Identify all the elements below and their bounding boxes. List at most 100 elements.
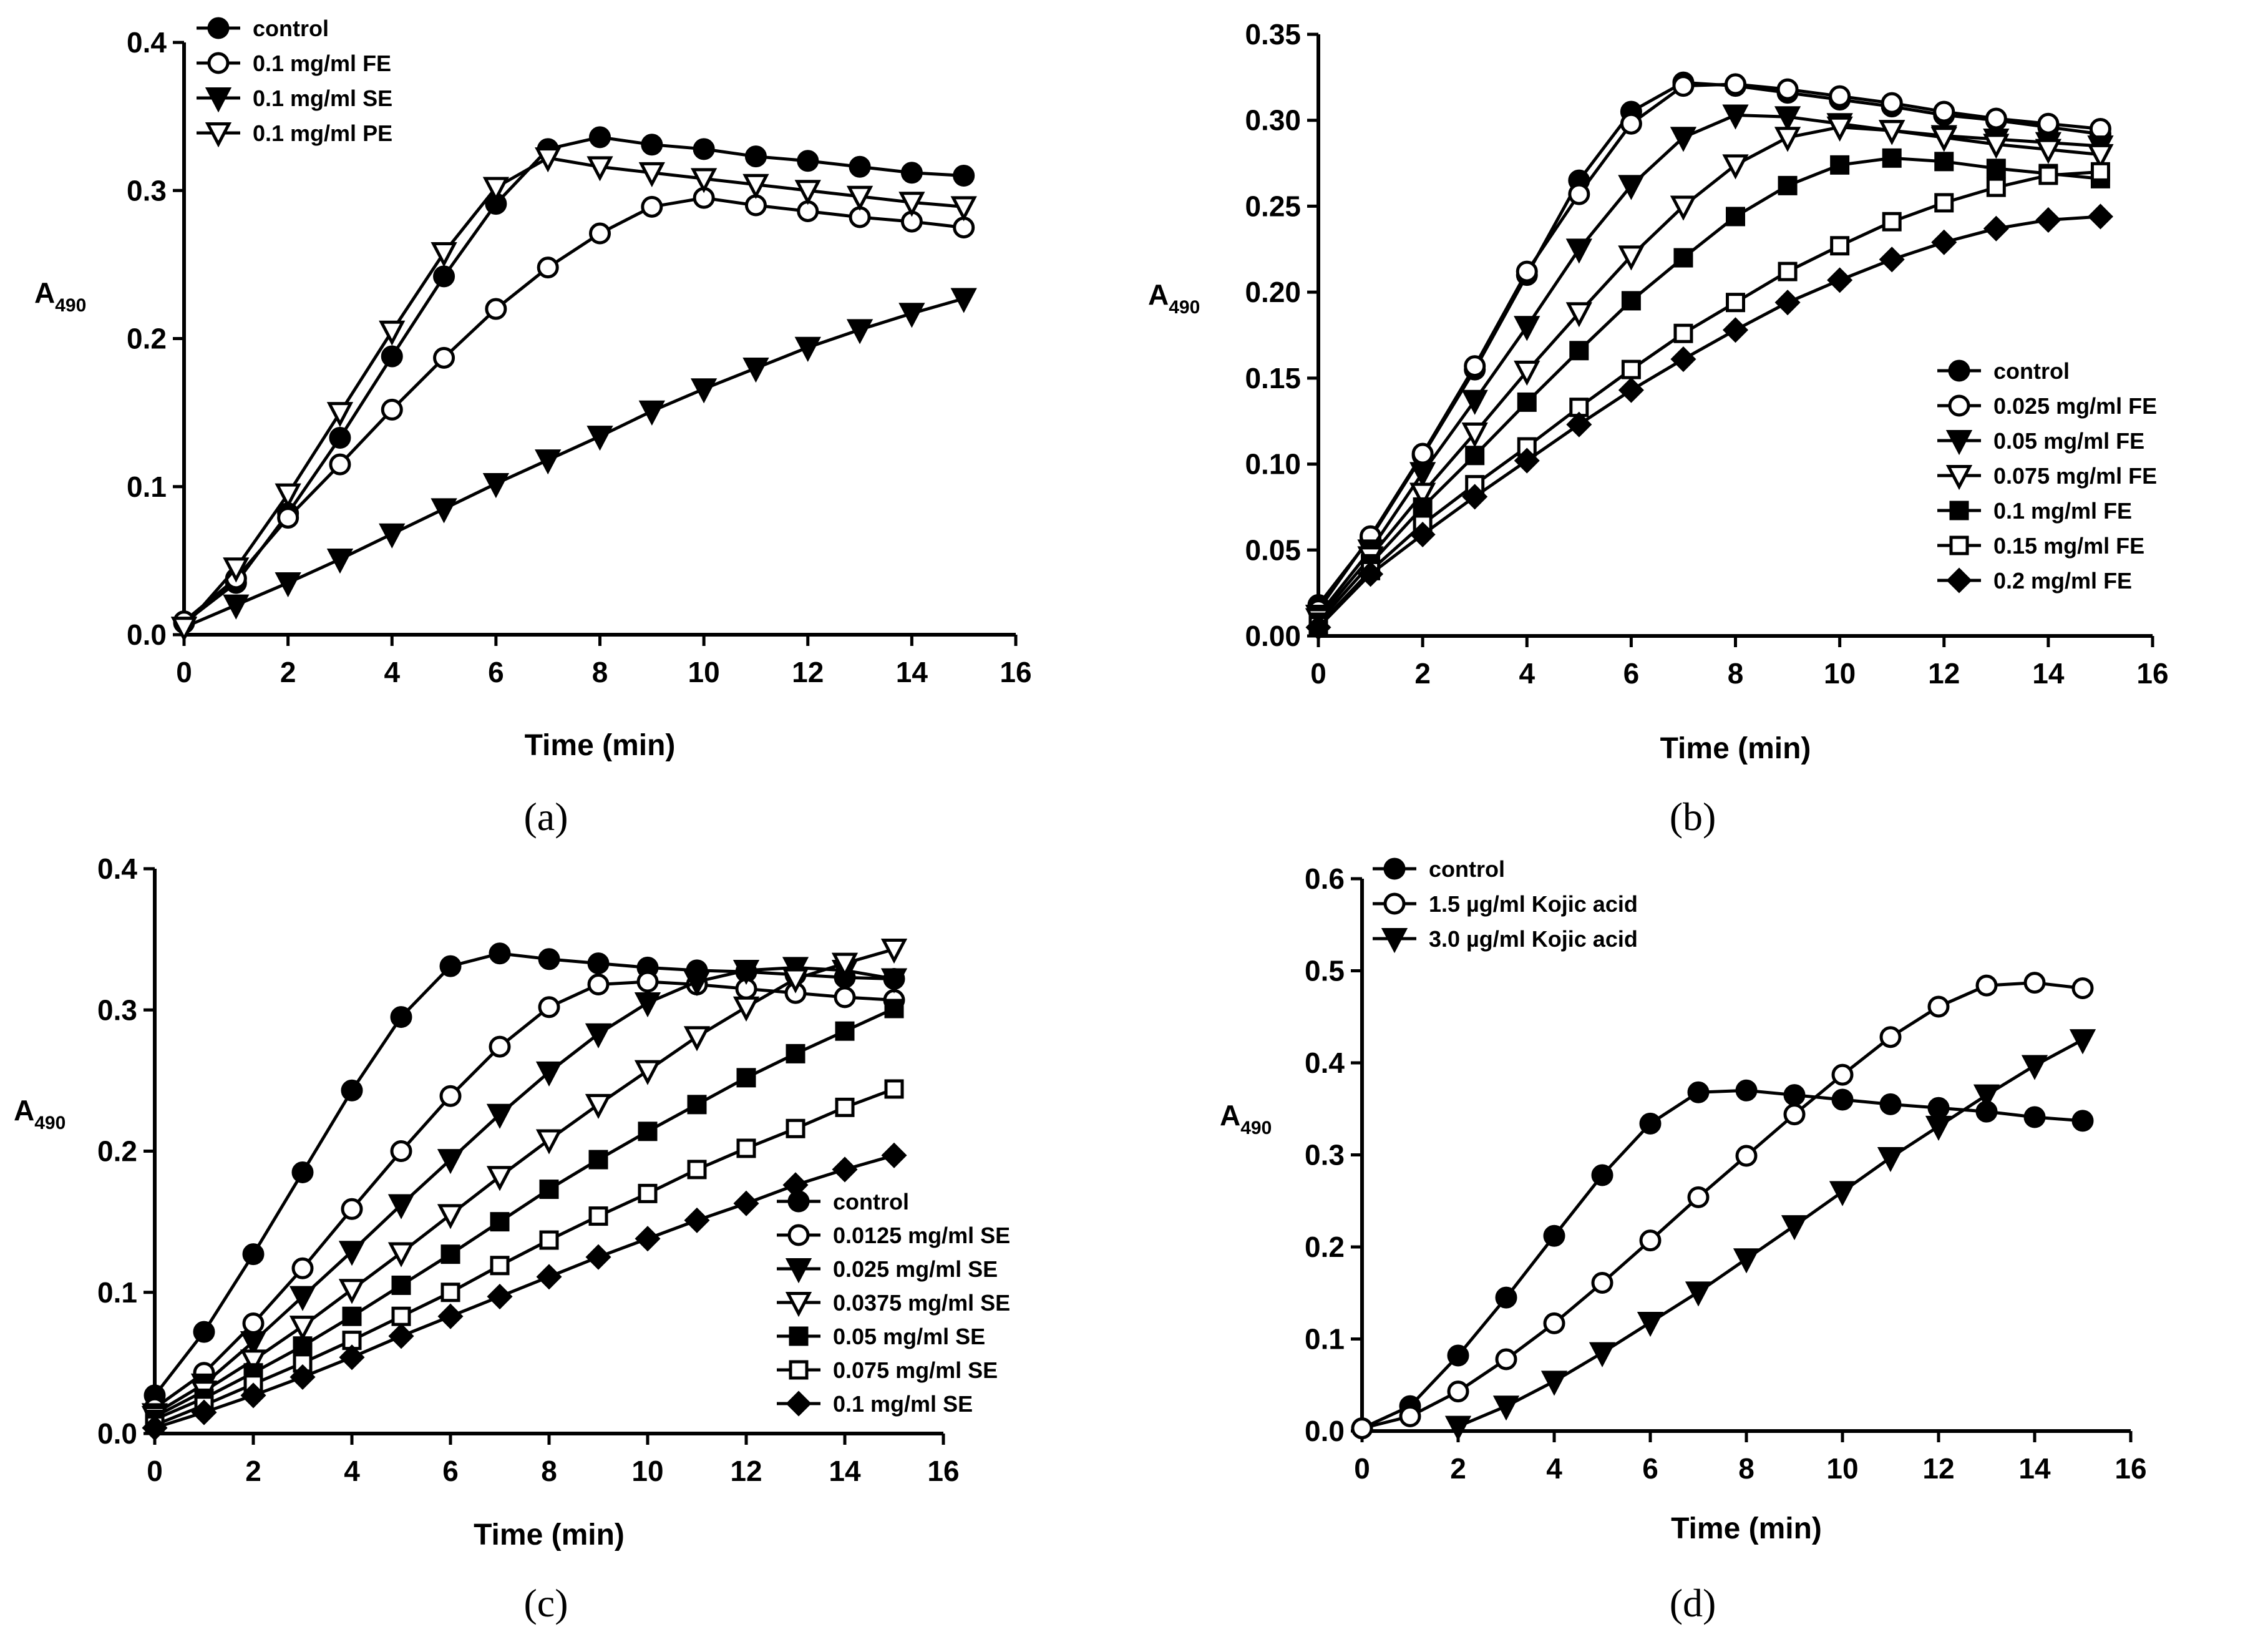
legend-marker — [1949, 501, 1969, 520]
data-point — [1637, 1312, 1664, 1337]
data-point — [1925, 1115, 1952, 1141]
series-6 — [1305, 203, 2113, 640]
legend-marker — [785, 1258, 812, 1284]
x-tick-label: 16 — [1000, 656, 1031, 688]
data-point — [329, 426, 351, 449]
data-point — [1881, 92, 1903, 114]
data-point — [390, 1006, 412, 1029]
data-point — [589, 126, 611, 149]
data-point — [1618, 175, 1645, 200]
data-point — [638, 1183, 658, 1203]
panel-label: (a) — [523, 794, 568, 839]
data-point — [1514, 316, 1540, 341]
series-5 — [1308, 162, 2110, 635]
data-point — [1722, 104, 1749, 130]
data-point — [1726, 207, 1745, 227]
data-point — [489, 942, 511, 965]
data-point — [1735, 1145, 1758, 1167]
data-point — [391, 1306, 411, 1326]
series-line — [1317, 170, 2101, 627]
data-point — [2035, 207, 2061, 233]
data-point — [880, 968, 908, 994]
data-point — [1826, 116, 1853, 142]
y-tick-label: 0.2 — [127, 323, 167, 355]
data-point — [687, 1095, 707, 1115]
data-point — [1735, 1079, 1758, 1102]
data-point — [587, 974, 610, 996]
data-point — [1882, 148, 1902, 168]
data-point — [293, 1336, 313, 1356]
x-tick-label: 2 — [1450, 1452, 1466, 1485]
data-point — [797, 150, 819, 172]
legend-marker — [787, 1190, 810, 1213]
data-point — [1882, 212, 1902, 232]
data-point — [588, 1150, 608, 1170]
data-point — [1973, 1084, 2000, 1110]
data-point — [585, 1093, 612, 1120]
series-line — [1317, 156, 2101, 623]
data-point — [742, 173, 769, 199]
data-point — [732, 959, 760, 985]
data-point — [1877, 1146, 1904, 1173]
data-point — [338, 1279, 366, 1304]
legend: control 0.1 mg/ml FE 0.1 mg/ml SE 0.1 mg/ml… — [197, 16, 392, 148]
series-line — [1361, 1088, 2083, 1430]
data-point — [387, 1242, 415, 1268]
series-4 — [1308, 148, 2110, 632]
x-tick-label: 16 — [2136, 657, 2168, 690]
legend-marker — [1383, 858, 1406, 880]
data-point — [1722, 317, 1749, 343]
data-point — [289, 1286, 316, 1311]
chart-panel-a: 0.0 0.1 0.2 0.3 0.4 0 2 4 6 8 10 12 14 16 Time (min) A4… — [34, 16, 1032, 839]
data-point — [1462, 484, 1488, 510]
data-point — [732, 996, 760, 1022]
x-axis-title: Time (min) — [1671, 1512, 1822, 1545]
y-tick-label: 0.0 — [97, 1417, 137, 1450]
x-axis-title: Time (min) — [525, 729, 676, 762]
x-tick-label: 10 — [688, 656, 720, 688]
data-point — [953, 165, 975, 187]
data-point — [693, 138, 715, 160]
data-point — [2089, 117, 2111, 140]
data-point — [2023, 972, 2046, 994]
series-line — [183, 297, 965, 629]
data-point — [1685, 1281, 1712, 1307]
data-point — [391, 1275, 411, 1295]
x-tick-label: 6 — [1623, 657, 1640, 690]
x-tick-label: 2 — [280, 656, 296, 688]
data-point — [1933, 100, 1955, 123]
legend-marker — [789, 1326, 809, 1346]
data-point — [1776, 78, 1799, 100]
series-6 — [142, 1142, 907, 1441]
data-point — [1444, 1415, 1472, 1441]
series-3 — [1305, 116, 2114, 633]
x-tick-label: 14 — [2018, 1452, 2051, 1485]
data-point — [290, 1364, 316, 1390]
panel-label: (c) — [523, 1581, 568, 1625]
y-axis-title: A490 — [34, 276, 86, 316]
legend-label: 0.1 mg/ml PE — [253, 120, 392, 146]
series-2 — [1444, 1029, 2096, 1441]
data-point — [1931, 229, 1957, 255]
data-point — [636, 970, 659, 993]
data-point — [433, 265, 455, 288]
legend-marker — [1946, 567, 1972, 594]
data-point — [1516, 260, 1538, 283]
data-point — [388, 1323, 414, 1349]
legend: control 0.0125 mg/ml SE 0.025 mg/ml SE 0.03… — [777, 1189, 1010, 1417]
x-tick-label: 16 — [2115, 1452, 2146, 1485]
legend-label: control — [833, 1189, 909, 1214]
data-point — [1722, 154, 1749, 180]
data-point — [634, 992, 661, 1018]
data-point — [1726, 293, 1745, 313]
data-point — [242, 1243, 265, 1266]
x-tick-label: 10 — [1824, 657, 1856, 690]
panel-label: (b) — [1670, 794, 1716, 839]
series-1 — [144, 970, 905, 1419]
panel-label: (d) — [1670, 1581, 1716, 1625]
data-point — [1927, 1097, 1950, 1119]
x-tick-label: 6 — [442, 1455, 459, 1487]
data-point — [490, 1212, 510, 1232]
data-point — [486, 1103, 513, 1129]
